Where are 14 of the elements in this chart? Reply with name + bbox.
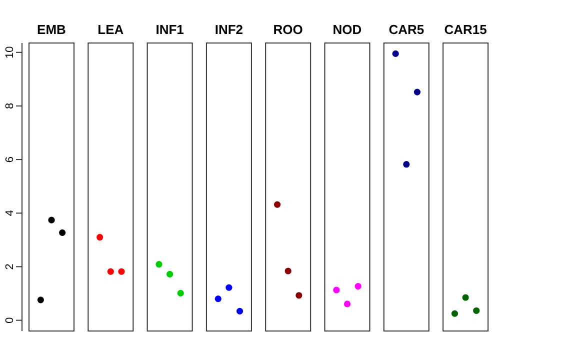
- y-tick-label: 4: [4, 210, 16, 216]
- x-tick-label: INF1: [156, 22, 184, 37]
- y-tick-label: 8: [4, 102, 16, 110]
- y-tick-label: 10: [4, 46, 16, 58]
- x-tick-label: NOD: [332, 22, 362, 37]
- x-tick-label: EMB: [37, 22, 66, 37]
- x-tick-label: INF2: [214, 22, 244, 37]
- y-tick-label: 6: [4, 156, 16, 163]
- y-tick-label: 0: [4, 317, 16, 324]
- y-tick-label: 2: [4, 264, 16, 270]
- x-tick-label: ROO: [273, 22, 303, 37]
- x-tick-label: CAR15: [444, 22, 487, 37]
- x-tick-label: CAR5: [388, 22, 424, 37]
- x-tick-label: LEA: [98, 22, 124, 37]
